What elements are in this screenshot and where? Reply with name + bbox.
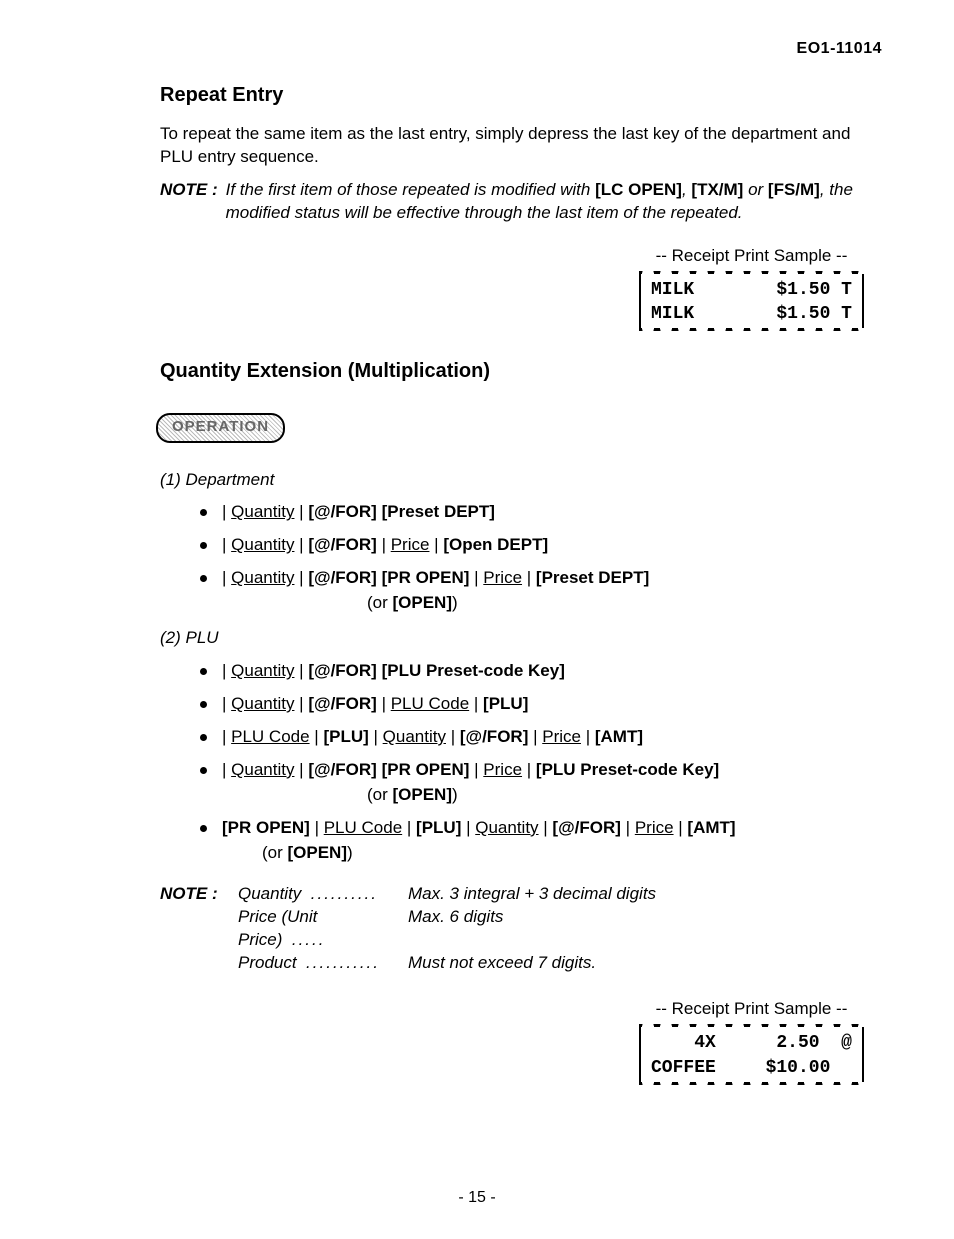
subsection-plu: (2) PLU — [160, 627, 884, 650]
key-preset-dept: [Preset DEPT] — [536, 568, 649, 587]
operation-continuation: (or [OPEN]) — [367, 592, 884, 615]
section-title-qty-ext: Quantity Extension (Multiplication) — [160, 358, 884, 385]
key-preset-dept: [Preset DEPT] — [382, 502, 495, 521]
receipt-item: 4X — [651, 1031, 716, 1055]
field-price: Price — [542, 727, 581, 746]
key-plu-preset: [PLU Preset-code Key] — [536, 760, 719, 779]
note-value: Must not exceed 7 digits. — [408, 952, 596, 975]
key-plu: [PLU] — [416, 818, 461, 837]
quantity-note-table: NOTE : Quantity .......... Max. 3 integr… — [160, 883, 884, 975]
operation-continuation: (or [OPEN]) — [262, 842, 884, 865]
operation-badge: OPERATION — [156, 413, 285, 442]
dots: ..... — [292, 930, 326, 949]
field-quantity: Quantity — [231, 502, 294, 521]
key-at-for: [@/FOR] — [308, 535, 377, 554]
operation-continuation: (or [OPEN]) — [367, 784, 884, 807]
receipt-line: 4X 2.50 @ — [651, 1031, 852, 1055]
operation-line: [PR OPEN] | PLU Code | [PLU] | Quantity … — [200, 817, 884, 865]
field-plu-code: PLU Code — [324, 818, 402, 837]
key-plu-preset: [PLU Preset-code Key] — [382, 661, 565, 680]
key-at-for: [@/FOR] — [308, 568, 377, 587]
field-quantity: Quantity — [475, 818, 538, 837]
key-pr-open: [PR OPEN] — [382, 760, 470, 779]
operation-line: | Quantity | [@/FOR] [Preset DEPT] — [200, 501, 884, 524]
receipt-item: MILK — [651, 302, 694, 326]
key-lc-open: [LC OPEN] — [595, 180, 682, 199]
receipt-amount: $10.00 — [766, 1056, 852, 1080]
dots: ........... — [306, 953, 380, 972]
field-quantity: Quantity — [231, 760, 294, 779]
receipt-line: MILK $1.50 T — [651, 302, 852, 326]
repeat-entry-body: To repeat the same item as the last entr… — [160, 123, 884, 169]
receipt-body: MILK $1.50 T MILK $1.50 T — [639, 272, 864, 331]
operation-line: | Quantity | [@/FOR] | Price | [Open DEP… — [200, 534, 884, 557]
key-open-dept: [Open DEPT] — [443, 535, 548, 554]
receipt-sample-1: -- Receipt Print Sample -- MILK$1.50 T M… — [639, 245, 864, 331]
note-value: Max. 6 digits — [408, 906, 503, 952]
key-amt: [AMT] — [595, 727, 643, 746]
key-at-for: [@/FOR] — [308, 502, 377, 521]
receipt-item: MILK — [651, 278, 694, 302]
receipt-amount: $1.50 T — [776, 278, 852, 302]
note-label: NOTE : — [160, 179, 218, 225]
field-plu-code: PLU Code — [231, 727, 309, 746]
repeat-entry-note: NOTE : If the first item of those repeat… — [160, 179, 884, 225]
field-quantity: Quantity — [231, 535, 294, 554]
receipt-amount: $1.50 T — [776, 302, 852, 326]
key-plu: [PLU] — [323, 727, 368, 746]
receipt-amount: 2.50 @ — [776, 1031, 852, 1055]
receipt-line: COFFEE $10.00 — [651, 1056, 852, 1080]
key-pr-open: [PR OPEN] — [382, 568, 470, 587]
note-label: NOTE : — [160, 883, 238, 906]
note-value: Max. 3 integral + 3 decimal digits — [408, 883, 656, 906]
note-text-segment: , — [682, 180, 691, 199]
dots: .......... — [311, 884, 378, 903]
department-operations: | Quantity | [@/FOR] [Preset DEPT] | Qua… — [200, 501, 884, 615]
key-at-for: [@/FOR] — [552, 818, 621, 837]
plu-operations: | Quantity | [@/FOR] [PLU Preset-code Ke… — [200, 660, 884, 865]
field-price: Price — [483, 568, 522, 587]
receipt-item: COFFEE — [651, 1056, 716, 1080]
note-text: If the first item of those repeated is m… — [226, 179, 884, 225]
operation-line: | Quantity | [@/FOR] | PLU Code | [PLU] — [200, 693, 884, 716]
operation-line: | Quantity | [@/FOR] [PR OPEN] | Price |… — [200, 759, 884, 807]
note-field: Product — [238, 953, 297, 972]
key-plu: [PLU] — [483, 694, 528, 713]
field-quantity: Quantity — [231, 694, 294, 713]
receipt-line: MILK $1.50 T — [651, 278, 852, 302]
field-price: Price — [391, 535, 430, 554]
key-fsm: [FS/M] — [768, 180, 820, 199]
operation-line: | PLU Code | [PLU] | Quantity | [@/FOR] … — [200, 726, 884, 749]
field-price: Price — [635, 818, 674, 837]
field-quantity: Quantity — [231, 661, 294, 680]
key-at-for: [@/FOR] — [308, 661, 377, 680]
document-id: EO1-11014 — [797, 38, 882, 60]
key-pr-open: [PR OPEN] — [222, 818, 310, 837]
section-title-repeat-entry: Repeat Entry — [160, 82, 884, 109]
key-amt: [AMT] — [687, 818, 735, 837]
field-quantity: Quantity — [231, 568, 294, 587]
note-text-segment: If the first item of those repeated is m… — [226, 180, 595, 199]
field-plu-code: PLU Code — [391, 694, 469, 713]
receipt-sample-2: -- Receipt Print Sample -- 4X2.50 @ COFF… — [639, 998, 864, 1084]
note-field: Quantity — [238, 884, 301, 903]
field-price: Price — [483, 760, 522, 779]
key-at-for: [@/FOR] — [460, 727, 529, 746]
receipt-body: 4X 2.50 @ COFFEE $10.00 — [639, 1025, 864, 1084]
page-content: Repeat Entry To repeat the same item as … — [0, 0, 954, 1084]
page-number: - 15 - — [0, 1187, 954, 1209]
key-at-for: [@/FOR] — [308, 760, 377, 779]
operation-line: | Quantity | [@/FOR] [PR OPEN] | Price |… — [200, 567, 884, 615]
operation-line: | Quantity | [@/FOR] [PLU Preset-code Ke… — [200, 660, 884, 683]
field-quantity: Quantity — [383, 727, 446, 746]
key-txm: [TX/M] — [691, 180, 743, 199]
subsection-department: (1) Department — [160, 469, 884, 492]
key-at-for: [@/FOR] — [308, 694, 377, 713]
note-text-segment: or — [743, 180, 768, 199]
